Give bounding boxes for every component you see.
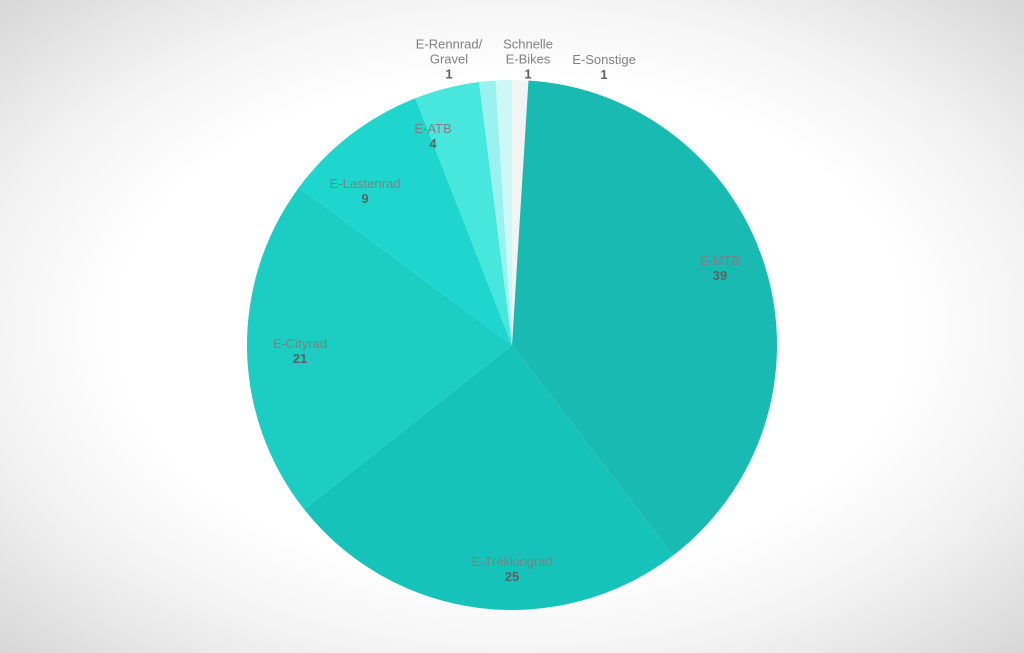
pie-chart-stage: E-Sonstige1E-MTB39E-Trekkingrad25E-Cityr… xyxy=(0,0,1024,653)
pie-slice-label: E-Trekkingrad25 xyxy=(471,555,552,585)
pie-slice-value: 1 xyxy=(572,68,636,83)
pie-slice-label: E-MTB39 xyxy=(700,254,740,284)
pie-slice-category: E-Trekkingrad xyxy=(471,555,552,570)
pie-slice-label: E-ATB4 xyxy=(414,122,451,152)
pie-slice-category: E-Cityrad xyxy=(273,337,327,352)
pie-slice-label: E-Rennrad/Gravel1 xyxy=(416,38,482,83)
pie-slice-value: 39 xyxy=(700,269,740,284)
pie-slice-category: E-Sonstige xyxy=(572,53,636,68)
pie-slice-value: 21 xyxy=(273,352,327,367)
pie-slice-value: 1 xyxy=(503,67,553,82)
pie-slice-value: 4 xyxy=(414,137,451,152)
pie-slice-category: E-ATB xyxy=(414,122,451,137)
pie-slice-label: SchnelleE-Bikes1 xyxy=(503,38,553,83)
pie-slice-category: E-MTB xyxy=(700,254,740,269)
pie-slice-category: E-Lastenrad xyxy=(330,177,401,192)
pie-slice-category: E-Rennrad/Gravel xyxy=(416,38,482,68)
pie-slice-label: E-Lastenrad9 xyxy=(330,177,401,207)
pie-slice-value: 25 xyxy=(471,570,552,585)
pie-slice-value: 1 xyxy=(416,67,482,82)
pie-slice-category: SchnelleE-Bikes xyxy=(503,38,553,68)
pie-slice-label: E-Cityrad21 xyxy=(273,337,327,367)
pie-slice-value: 9 xyxy=(330,192,401,207)
pie-slice-label: E-Sonstige1 xyxy=(572,53,636,83)
